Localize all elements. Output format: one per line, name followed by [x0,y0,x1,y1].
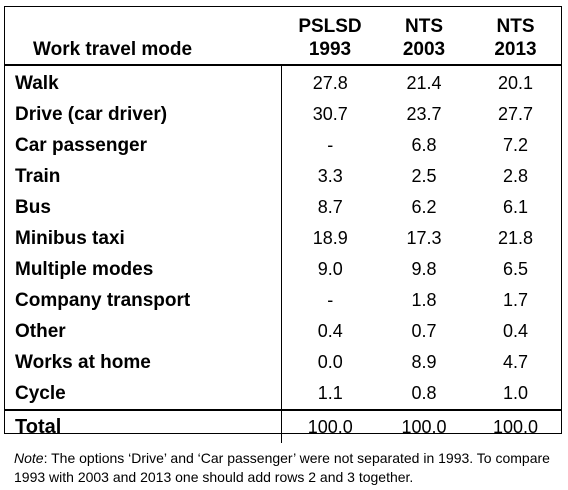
cell-2013: 1.7 [502,290,529,310]
cell-2013: 0.4 [502,321,529,341]
cell-1993: 1.1 [317,383,343,403]
table-row: Cycle 1.1 0.8 1.0 [4,378,562,410]
table-row: Train 3.3 2.5 2.8 [4,161,562,192]
cell-2003: 6.2 [411,197,437,217]
cell-2013: 4.7 [502,352,529,372]
work-travel-mode-table: Work travel mode PSLSD 1993 NTS 2003 NTS… [4,6,562,443]
cell-2013: 20.1 [497,73,534,93]
cell-2013: 6.5 [502,259,529,279]
column-header-nts-2013: NTS 2013 [469,6,562,66]
table-row: Other 0.4 0.7 0.4 [4,316,562,347]
row-mode-label: Train [4,161,282,192]
row-mode-label: Walk [4,65,282,99]
row-mode-label: Drive (car driver) [4,99,282,130]
cell-2003: 9.8 [411,259,437,279]
table-row: Multiple modes 9.0 9.8 6.5 [4,254,562,285]
cell-2013: 2.8 [502,166,529,186]
row-mode-label: Other [4,316,282,347]
row-mode-label: Multiple modes [4,254,282,285]
cell-1993: - [327,135,334,155]
cell-1993: 18.9 [312,228,348,248]
cell-1993: 0.0 [317,352,343,372]
row-mode-label: Minibus taxi [4,223,282,254]
cell-1993: 27.8 [312,73,348,93]
cell-2003: 2.5 [411,166,437,186]
table-row: Bus 8.7 6.2 6.1 [4,192,562,223]
column-header-source: NTS [496,16,535,37]
table-row: Minibus taxi 18.9 17.3 21.8 [4,223,562,254]
column-header-mode: Work travel mode [4,6,281,66]
column-header-pslsd-1993: PSLSD 1993 [281,6,379,66]
cell-2013: 21.8 [497,228,534,248]
cell-1993: 9.0 [317,259,343,279]
cell-1993: - [327,290,334,310]
table-row: Drive (car driver) 30.7 23.7 27.7 [4,99,562,130]
column-header-nts-2003: NTS 2003 [379,6,469,66]
row-mode-label: Cycle [4,378,282,410]
cell-1993: 8.7 [317,197,343,217]
total-2003: 100.0 [379,409,469,443]
cell-2003: 1.8 [411,290,437,310]
table-total-row: Total 100.0 100.0 100.0 [4,409,562,443]
table-row: Walk 27.8 21.4 20.1 [4,65,562,99]
cell-1993: 0.4 [317,321,343,341]
table-header-row: Work travel mode PSLSD 1993 NTS 2003 NTS… [4,6,562,66]
cell-2013: 1.0 [502,383,529,403]
column-header-year: 2003 [402,39,446,60]
total-1993: 100.0 [281,409,379,443]
column-header-source: NTS [405,16,443,37]
column-header-year: 1993 [308,39,352,60]
table-row: Works at home 0.0 8.9 4.7 [4,347,562,378]
table-row: Car passenger - 6.8 7.2 [4,130,562,161]
cell-2003: 8.9 [411,352,437,372]
cell-2003: 23.7 [406,104,442,124]
total-2013: 100.0 [469,409,562,443]
row-mode-label: Company transport [4,285,282,316]
total-label: Total [4,409,282,443]
cell-1993: 3.3 [317,166,343,186]
row-mode-label: Works at home [4,347,282,378]
row-mode-label: Car passenger [4,130,282,161]
note-text: : The options ‘Drive’ and ‘Car passenger… [14,450,550,485]
cell-1993: 30.7 [312,104,348,124]
row-mode-label: Bus [4,192,282,223]
cell-2013: 7.2 [502,135,529,155]
cell-2003: 6.8 [411,135,437,155]
column-header-year: 2013 [494,39,537,60]
cell-2003: 0.8 [411,383,437,403]
table-footnote: Note: The options ‘Drive’ and ‘Car passe… [14,449,554,487]
table-row: Company transport - 1.8 1.7 [4,285,562,316]
note-label: Note [14,450,44,466]
cell-2003: 21.4 [406,73,442,93]
cell-2013: 27.7 [497,104,534,124]
column-header-source: PSLSD [298,16,362,37]
cell-2013: 6.1 [502,197,529,217]
cell-2003: 0.7 [411,321,437,341]
cell-2003: 17.3 [406,228,442,248]
